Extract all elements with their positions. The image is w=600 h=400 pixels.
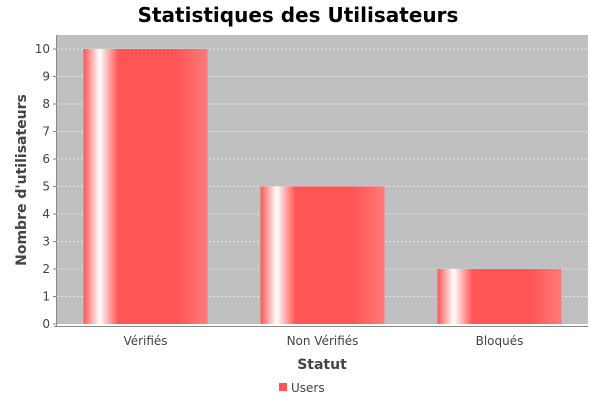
bar	[437, 269, 562, 324]
legend: Users	[279, 381, 325, 395]
legend-swatch	[279, 383, 287, 391]
y-tick-label: 0	[42, 317, 50, 331]
y-tick-label: 2	[42, 262, 50, 276]
y-tick-label: 3	[42, 235, 50, 249]
y-tick-label: 10	[35, 42, 50, 56]
x-axis-title: Statut	[297, 357, 347, 373]
y-tick-label: 8	[42, 97, 50, 111]
bar	[83, 49, 208, 324]
y-tick-label: 5	[42, 180, 50, 194]
legend-label-users: Users	[291, 381, 325, 395]
y-axis: 0 1 2 3 4 5 6 7 8 9 10	[35, 35, 57, 331]
x-tick-label: Non Vérifiés	[287, 334, 359, 348]
y-tick-label: 6	[42, 152, 50, 166]
y-axis-title: Nombre d'utilisateurs	[14, 94, 30, 266]
bar	[260, 186, 385, 324]
y-tick-label: 4	[42, 207, 50, 221]
x-axis: Vérifiés Non Vérifiés Bloqués	[54, 326, 588, 348]
chart-title: Statistiques des Utilisateurs	[138, 3, 459, 27]
x-tick-label: Vérifiés	[123, 334, 167, 348]
x-tick-label: Bloqués	[476, 334, 524, 348]
y-tick-label: 1	[42, 290, 50, 304]
y-tick-label: 7	[42, 125, 50, 139]
bars	[83, 49, 562, 324]
y-tick-label: 9	[42, 70, 50, 84]
